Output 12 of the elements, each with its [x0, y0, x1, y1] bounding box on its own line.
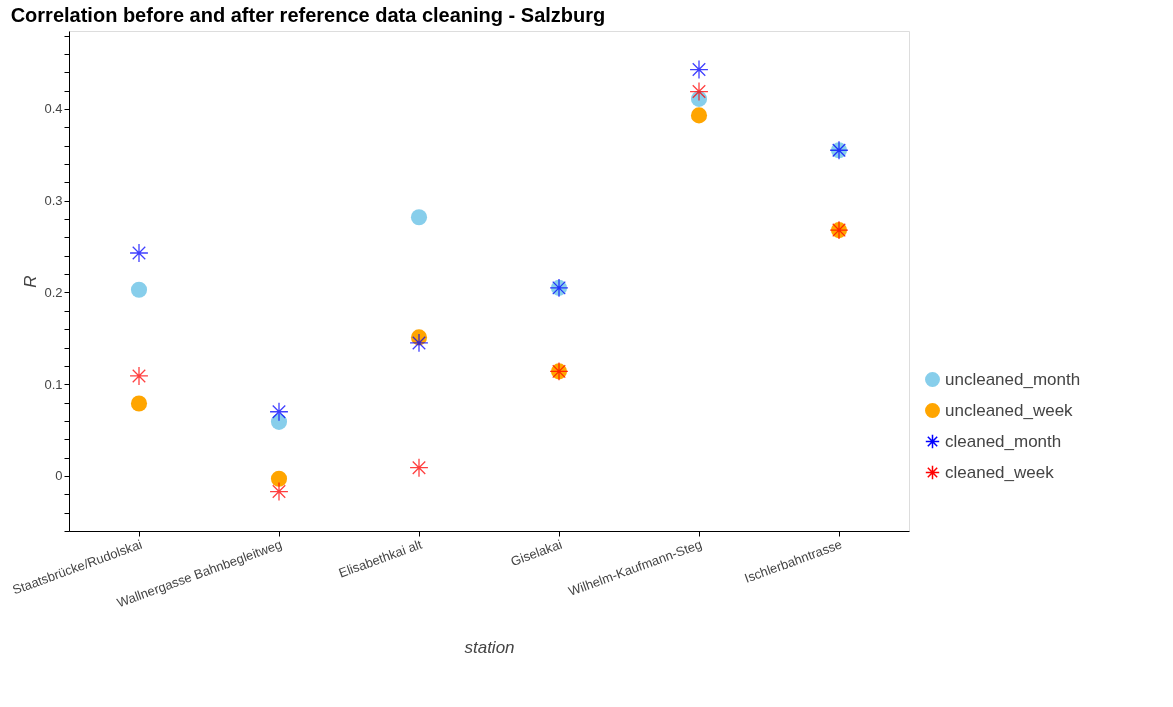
legend-label: cleaned_week [945, 462, 1055, 482]
legend-label: uncleaned_week [945, 400, 1074, 420]
y-tick-label: 0.3 [44, 193, 63, 209]
chart-title: Correlation before and after reference data cleaning - Salzburg [10, 3, 606, 26]
x-axis-title: station [464, 638, 515, 658]
legend-label: uncleaned_month [945, 369, 1081, 389]
y-tick-label: 0.1 [44, 376, 63, 392]
legend-label: cleaned_month [945, 431, 1062, 451]
y-axis-title: R [21, 275, 41, 288]
y-tick-label: 0 [55, 468, 63, 484]
y-tick-label: 0.2 [44, 284, 63, 300]
y-tick-label: 0.4 [44, 101, 63, 117]
